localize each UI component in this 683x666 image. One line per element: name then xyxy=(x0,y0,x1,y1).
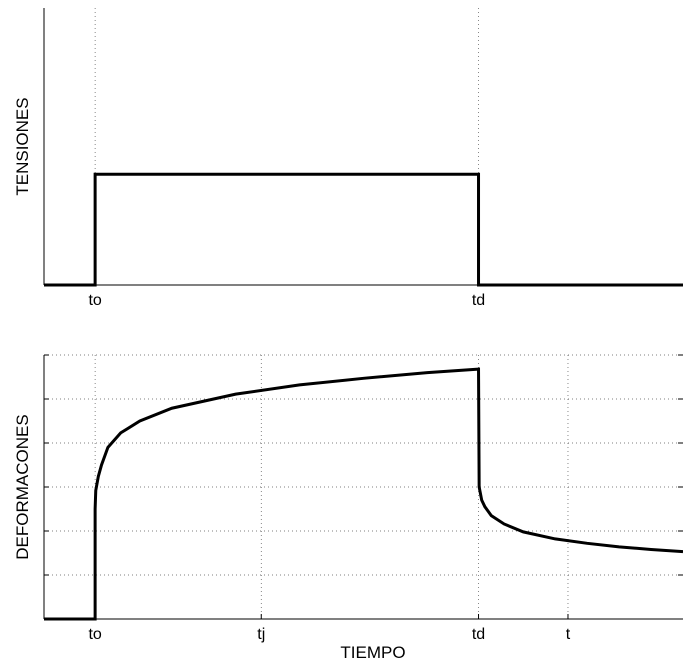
tensiones-grid xyxy=(94,8,479,285)
deformaciones-x-tick-label: t xyxy=(566,626,571,643)
deformaciones-x-tick-label: td xyxy=(472,626,485,643)
tensiones-panel: to td TENSIONES xyxy=(13,8,683,309)
deformaciones-y-ticks xyxy=(44,354,683,576)
deformaciones-x-ticks: to tj td t xyxy=(88,614,571,643)
deformaciones-grid xyxy=(44,354,683,619)
deformaciones-series-line xyxy=(44,367,683,621)
deformaciones-x-tick-label: to xyxy=(88,626,101,643)
tensiones-x-tick-label: td xyxy=(472,292,485,309)
tensiones-y-label: TENSIONES xyxy=(13,97,32,195)
deformaciones-x-tick-label: tj xyxy=(257,626,265,643)
deformaciones-x-label: TIEMPO xyxy=(340,643,405,662)
tensiones-x-tick-label: to xyxy=(88,292,101,309)
deformaciones-panel: to tj td t DEFORMACONES TIEMPO xyxy=(13,354,683,662)
tensiones-x-ticks: to td xyxy=(88,280,485,309)
tensiones-series-line xyxy=(44,172,683,287)
deformaciones-y-label: DEFORMACONES xyxy=(13,414,32,559)
